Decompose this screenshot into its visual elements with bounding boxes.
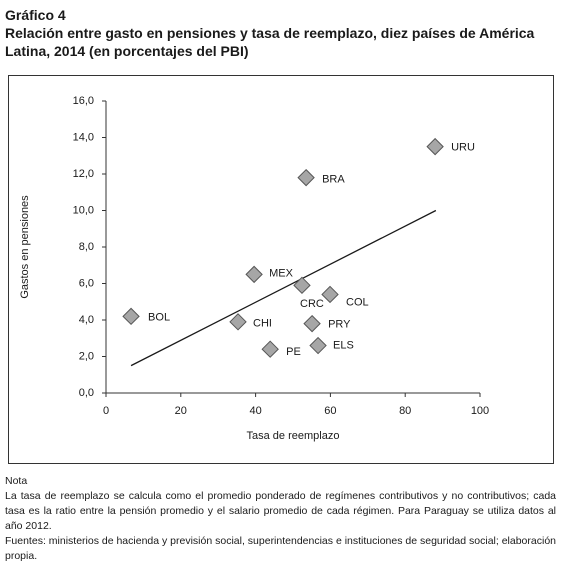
point-label: URU <box>451 142 475 154</box>
header: Gráfico 4 Relación entre gasto en pensio… <box>5 6 560 60</box>
x-tick-label: 40 <box>249 405 261 417</box>
y-tick-label: 12,0 <box>73 168 94 180</box>
figure-title: Relación entre gasto en pensiones y tasa… <box>5 25 535 59</box>
x-tick-label: 0 <box>103 405 109 417</box>
y-tick-label: 8,0 <box>79 241 94 253</box>
point <box>321 285 339 304</box>
point <box>122 307 140 326</box>
point-label: BRA <box>322 174 345 186</box>
y-tick-label: 2,0 <box>79 350 94 362</box>
point-label: CHI <box>253 318 272 330</box>
point-label: PRY <box>328 319 351 331</box>
point <box>297 168 315 187</box>
y-tick-label: 16,0 <box>73 95 94 107</box>
y-axis-title: Gastos en pensiones <box>19 195 31 299</box>
x-axis-title: Tasa de reemplazo <box>247 430 340 442</box>
notes-text: La tasa de reemplazo se calcula como el … <box>5 490 556 532</box>
point <box>245 265 263 284</box>
trendline <box>130 209 437 367</box>
point-label: CRC <box>300 298 324 310</box>
notes-heading: Nota <box>5 475 28 487</box>
y-tick-label: 14,0 <box>73 131 94 143</box>
point <box>293 276 311 295</box>
point <box>309 336 327 355</box>
notes-sources: Fuentes: ministerios de hacienda y previ… <box>5 535 556 562</box>
y-tick-label: 10,0 <box>73 204 94 216</box>
point <box>426 137 444 156</box>
point-label: COL <box>346 296 369 308</box>
point-label: BOL <box>148 311 170 323</box>
x-tick-label: 100 <box>471 405 489 417</box>
y-tick-label: 0,0 <box>79 387 94 399</box>
point-label: MEX <box>269 267 294 279</box>
x-tick-label: 80 <box>399 405 411 417</box>
point <box>229 313 247 331</box>
x-tick-label: 20 <box>175 405 187 417</box>
y-tick-label: 6,0 <box>79 277 94 289</box>
point-label: PE <box>286 346 301 358</box>
notes: Nota La tasa de reemplazo se calcula com… <box>5 474 556 564</box>
x-tick-label: 60 <box>324 405 336 417</box>
figure-label: Gráfico 4 <box>5 7 66 23</box>
point <box>303 314 321 333</box>
y-tick-label: 4,0 <box>79 314 94 326</box>
point <box>261 340 279 358</box>
point-label: ELS <box>333 339 354 351</box>
chart-frame <box>8 75 554 464</box>
